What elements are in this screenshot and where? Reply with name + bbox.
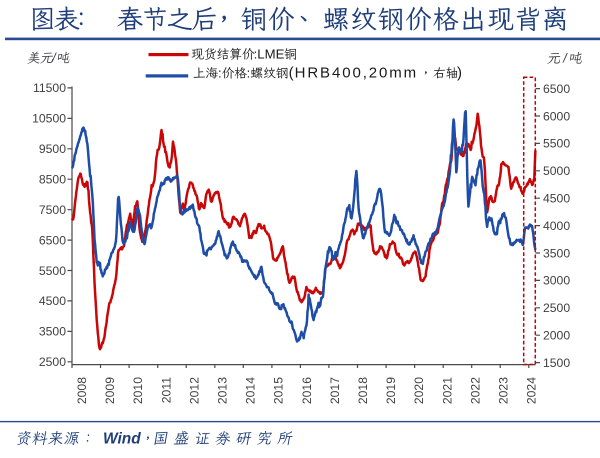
svg-text:2014: 2014 bbox=[244, 377, 258, 404]
svg-text:1500: 1500 bbox=[543, 356, 570, 370]
svg-text::: : bbox=[247, 65, 251, 80]
svg-text:/: / bbox=[51, 51, 57, 65]
svg-text:6000: 6000 bbox=[543, 109, 570, 123]
svg-text:8500: 8500 bbox=[39, 173, 66, 187]
svg-text:11500: 11500 bbox=[33, 81, 66, 95]
svg-text:2021: 2021 bbox=[440, 377, 454, 404]
svg-text:2019: 2019 bbox=[384, 377, 398, 404]
svg-text:2500: 2500 bbox=[39, 355, 66, 369]
svg-text:/: / bbox=[562, 52, 568, 66]
svg-text:5500: 5500 bbox=[39, 264, 66, 278]
svg-text:2500: 2500 bbox=[543, 301, 570, 315]
svg-text:2013: 2013 bbox=[216, 377, 230, 404]
svg-text:HRB400,20mm: HRB400,20mm bbox=[295, 64, 418, 81]
svg-text:6500: 6500 bbox=[39, 233, 66, 247]
svg-text:2009: 2009 bbox=[103, 377, 117, 404]
svg-text:2012: 2012 bbox=[187, 377, 201, 404]
svg-text:3000: 3000 bbox=[543, 274, 570, 288]
svg-text:3500: 3500 bbox=[39, 325, 66, 339]
svg-text:7500: 7500 bbox=[39, 203, 66, 217]
svg-text:(: ( bbox=[289, 64, 294, 81]
svg-text:2015: 2015 bbox=[272, 377, 286, 404]
svg-text:2000: 2000 bbox=[543, 329, 570, 343]
svg-text:4500: 4500 bbox=[543, 192, 570, 206]
svg-text:10500: 10500 bbox=[32, 112, 66, 126]
svg-text:4000: 4000 bbox=[543, 219, 570, 233]
svg-text:5000: 5000 bbox=[543, 164, 570, 178]
svg-text:4500: 4500 bbox=[39, 294, 66, 308]
svg-text:): ) bbox=[457, 64, 462, 81]
svg-text:2023: 2023 bbox=[497, 377, 511, 404]
svg-text:2024: 2024 bbox=[525, 377, 539, 404]
svg-text:2010: 2010 bbox=[131, 377, 145, 404]
svg-text:5500: 5500 bbox=[543, 137, 570, 151]
svg-text:2011: 2011 bbox=[159, 377, 173, 403]
svg-text:2017: 2017 bbox=[328, 377, 342, 404]
svg-text:2018: 2018 bbox=[356, 377, 370, 404]
svg-text:2016: 2016 bbox=[300, 377, 314, 404]
svg-text:2022: 2022 bbox=[468, 377, 482, 404]
svg-text:3500: 3500 bbox=[543, 246, 570, 260]
svg-text:Wind: Wind bbox=[103, 431, 141, 448]
svg-text:2008: 2008 bbox=[75, 377, 89, 404]
svg-text:9500: 9500 bbox=[39, 142, 66, 156]
svg-text::LME: :LME bbox=[254, 47, 285, 62]
svg-text:2020: 2020 bbox=[412, 377, 426, 404]
svg-text:6500: 6500 bbox=[543, 82, 570, 96]
svg-text::: : bbox=[218, 65, 222, 80]
